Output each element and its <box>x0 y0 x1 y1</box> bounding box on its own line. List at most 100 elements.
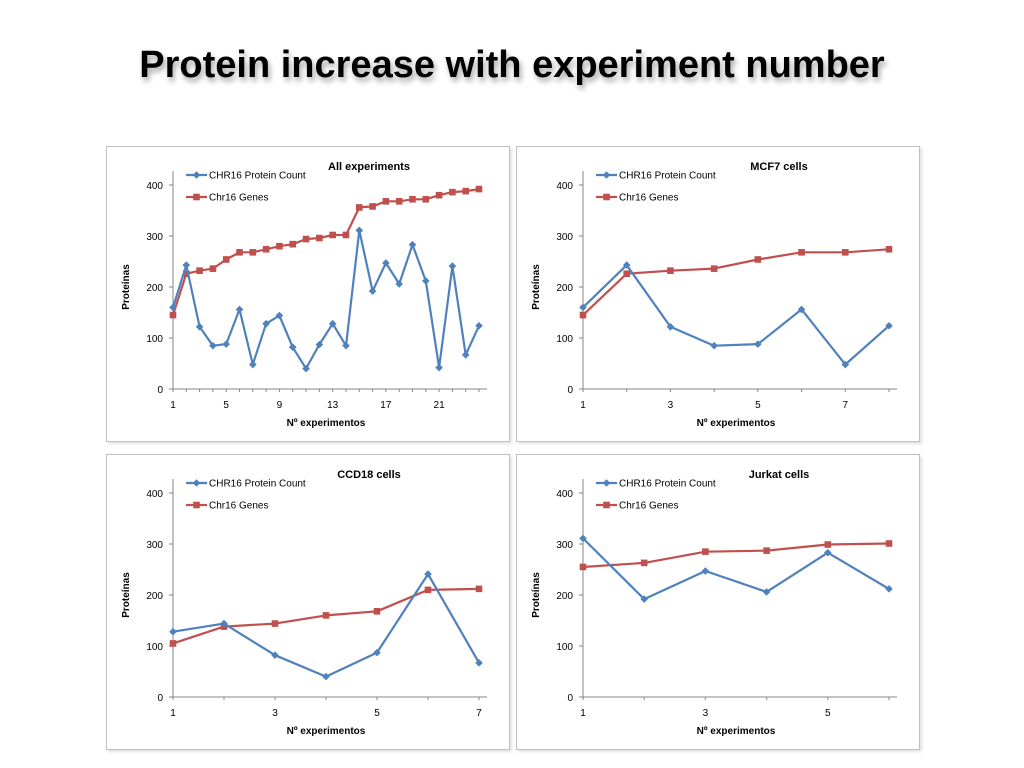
y-tick-label: 0 <box>157 693 163 704</box>
data-point-chr16-genes <box>169 311 177 319</box>
chart-jurkat-cells: 0 100 200 300 400 1 3 5 Nº experimentos Proteínas… <box>531 469 897 737</box>
data-point-protein-count <box>475 321 483 330</box>
data-point-protein-count <box>222 340 231 348</box>
legend-marker-diamond <box>192 171 201 179</box>
data-point-chr16-genes <box>342 231 350 239</box>
data-point-chr16-genes <box>702 548 709 555</box>
series-line-chr16-genes <box>582 248 890 316</box>
legend-label: CHR16 Protein Count <box>619 479 716 490</box>
data-point-protein-count <box>382 259 390 267</box>
data-point-protein-count <box>448 262 457 270</box>
y-axis-label: Proteínas <box>121 572 132 618</box>
chart-panel-jurkat: 0 100 200 300 400 1 3 5 Nº experimentos Proteínas… <box>516 454 920 750</box>
data-point-chr16-genes <box>249 249 257 256</box>
legend-label: CHR16 Protein Count <box>619 171 716 182</box>
data-point-protein-count <box>408 240 417 249</box>
chart-title: CCD18 cells <box>337 469 401 481</box>
data-point-protein-count <box>315 340 324 349</box>
y-tick-label: 0 <box>157 385 163 396</box>
y-tick-label: 300 <box>146 540 163 551</box>
chart-panel-ccd18: 0 100 200 300 400 1 3 5 7 Nº experimentos Proteína… <box>106 454 510 750</box>
data-point-chr16-genes <box>409 195 416 203</box>
x-tick-label: 1 <box>170 708 176 719</box>
legend-label: Chr16 Genes <box>209 501 268 512</box>
data-point-protein-count <box>710 341 718 350</box>
x-tick-label: 3 <box>272 708 278 719</box>
data-point-protein-count <box>288 343 297 351</box>
data-point-protein-count <box>824 548 832 557</box>
data-point-protein-count <box>328 319 337 328</box>
data-point-chr16-genes <box>316 234 323 242</box>
data-point-protein-count <box>342 341 350 350</box>
data-point-chr16-genes <box>667 267 674 274</box>
y-tick-label: 100 <box>146 334 163 345</box>
legend-label: Chr16 Genes <box>209 193 268 204</box>
data-point-protein-count <box>182 261 191 269</box>
legend-marker-diamond <box>192 479 201 487</box>
data-point-chr16-genes <box>623 270 631 278</box>
data-point-protein-count <box>395 280 403 288</box>
data-point-protein-count <box>622 261 631 269</box>
y-tick-label: 200 <box>556 283 573 294</box>
y-tick-label: 100 <box>556 334 573 345</box>
series-line-chr16-protein-count <box>582 537 890 601</box>
data-point-protein-count <box>701 567 710 575</box>
x-axis-label: Nº experimentos <box>287 418 366 429</box>
chart-all-experiments: 0 100 200 300 400 1 5 9 13 17 21 Nº experimentos Pro… <box>121 161 487 429</box>
chart-title: All experiments <box>328 161 410 173</box>
y-tick-label: 400 <box>556 181 573 192</box>
chart-panel-all-experiments: 0 100 200 300 400 1 5 9 13 17 21 Nº experimentos Pro… <box>106 146 510 442</box>
data-point-chr16-genes <box>640 559 648 567</box>
y-tick-label: 400 <box>146 181 163 192</box>
y-tick-label: 400 <box>556 489 573 500</box>
data-point-protein-count <box>640 595 648 603</box>
y-tick-label: 300 <box>556 540 573 551</box>
x-tick-label: 5 <box>755 400 761 411</box>
data-point-protein-count <box>302 364 310 373</box>
data-point-chr16-genes <box>262 245 270 253</box>
x-tick-label: 13 <box>327 400 339 411</box>
data-point-chr16-genes <box>322 612 330 619</box>
chart-panel-mcf7: 0 100 200 300 400 1 3 5 7 Nº experimentos Proteína… <box>516 146 920 442</box>
data-point-chr16-genes <box>382 198 390 205</box>
data-point-chr16-genes <box>369 203 376 210</box>
data-point-chr16-genes <box>183 270 190 278</box>
x-tick-label: 5 <box>223 400 229 411</box>
data-point-chr16-genes <box>209 265 217 272</box>
series-line-chr16-protein-count <box>582 263 890 366</box>
chart-ccd18-cells: 0 100 200 300 400 1 3 5 7 Nº experimentos Proteína… <box>121 469 487 737</box>
x-tick-label: 1 <box>170 400 176 411</box>
y-axis-label: Proteínas <box>121 264 132 310</box>
chart-title: MCF7 cells <box>750 161 807 173</box>
data-point-chr16-genes <box>222 256 230 263</box>
x-tick-label: 1 <box>580 400 586 411</box>
data-point-chr16-genes <box>329 231 336 239</box>
legend-marker-square <box>603 193 610 201</box>
data-point-chr16-genes <box>289 240 297 248</box>
y-axis-label: Proteínas <box>531 572 542 618</box>
data-point-protein-count <box>424 570 432 578</box>
data-point-protein-count <box>754 340 762 348</box>
data-point-chr16-genes <box>435 191 443 199</box>
data-point-protein-count <box>249 360 257 369</box>
data-point-protein-count <box>762 588 771 596</box>
data-point-chr16-genes <box>271 620 279 627</box>
data-point-protein-count <box>169 627 177 636</box>
data-point-chr16-genes <box>763 547 770 554</box>
data-point-protein-count <box>220 619 228 628</box>
data-point-chr16-genes <box>236 249 243 256</box>
data-point-chr16-genes <box>885 540 893 547</box>
series-line-chr16-genes <box>171 188 480 316</box>
data-point-protein-count <box>322 672 330 681</box>
data-point-protein-count <box>195 322 204 331</box>
data-point-protein-count <box>435 363 443 372</box>
y-axis-label: Proteínas <box>531 264 542 310</box>
x-axis-label: Nº experimentos <box>697 726 776 737</box>
data-point-chr16-genes <box>355 204 363 211</box>
x-tick-label: 7 <box>476 708 482 719</box>
data-point-protein-count <box>461 351 470 359</box>
x-tick-label: 9 <box>277 400 283 411</box>
legend-label: CHR16 Protein Count <box>209 171 306 182</box>
data-point-chr16-genes <box>754 256 762 263</box>
data-point-protein-count <box>275 311 284 320</box>
